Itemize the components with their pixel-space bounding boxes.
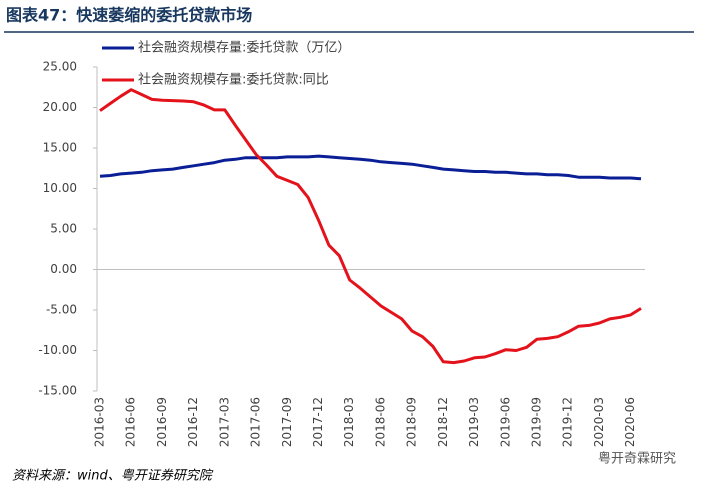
x-tick-label: 2018-09 (405, 397, 419, 447)
x-tick-label: 2016-12 (186, 397, 200, 447)
watermark: 粤开奇霖研究 (598, 451, 676, 467)
x-tick-label: 2018-06 (373, 397, 387, 447)
x-tick-label: 2019-06 (498, 397, 512, 447)
x-tick-label: 2016-06 (124, 397, 138, 447)
legend-label: 社会融资规模存量:委托贷款（万亿） (138, 40, 350, 56)
legend-label: 社会融资规模存量:委托贷款:同比 (138, 72, 329, 88)
x-tick-label: 2019-12 (561, 397, 575, 447)
x-tick-label: 2020-03 (592, 397, 606, 447)
x-tick-label: 2017-09 (280, 397, 294, 447)
x-tick-label: 2019-09 (529, 397, 543, 447)
y-tick-label: 0.00 (50, 262, 77, 276)
y-tick-label: 10.00 (43, 181, 77, 195)
x-tick-label: 2016-03 (93, 397, 107, 447)
y-tick-label: 15.00 (43, 141, 77, 155)
series-line (99, 88, 642, 365)
y-tick-label: -5.00 (46, 303, 77, 317)
x-tick-label: 2016-09 (155, 397, 169, 447)
source: 资料来源：wind、粤开证券研究院 (12, 468, 214, 484)
y-tick-label: -10.00 (38, 343, 77, 357)
x-tick-label: 2017-06 (249, 397, 263, 447)
x-tick-label: 2018-03 (342, 397, 356, 447)
chart-title: 图表47：快速萎缩的委托贷款市场 (6, 6, 252, 25)
x-tick-label: 2018-12 (436, 397, 450, 447)
y-tick-label: 25.00 (43, 60, 77, 74)
x-tick-label: 2017-03 (217, 397, 231, 447)
x-tick-label: 2017-12 (311, 397, 325, 447)
y-tick-label: -15.00 (38, 384, 77, 398)
y-tick-label: 5.00 (50, 222, 77, 236)
series-line (99, 154, 642, 181)
y-tick-label: 20.00 (43, 100, 77, 114)
x-tick-label: 2020-06 (623, 397, 637, 447)
x-tick-label: 2019-03 (467, 397, 481, 447)
